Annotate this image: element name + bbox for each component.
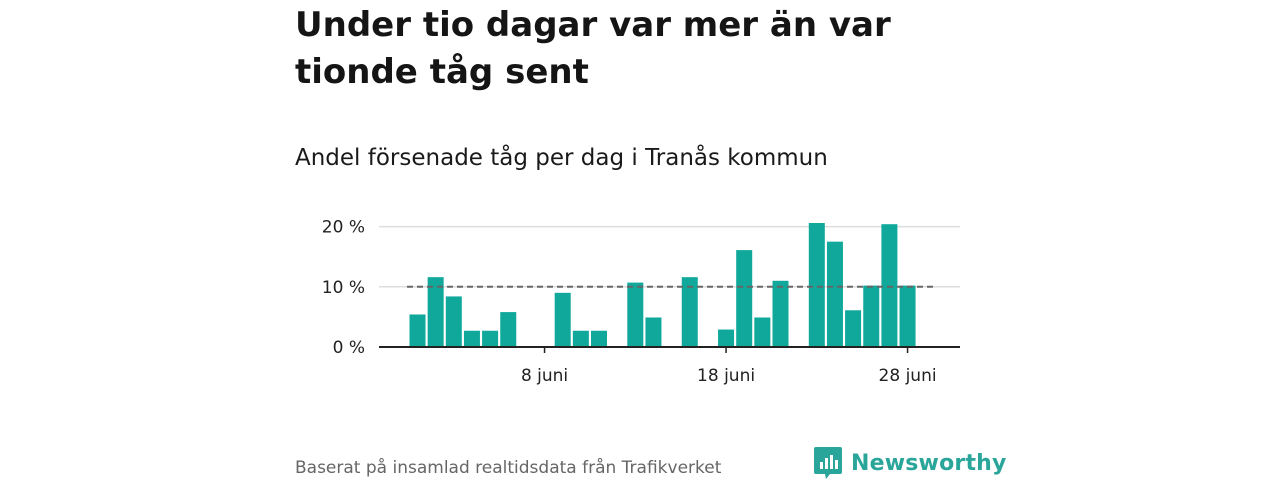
x-tick-label: 8 juni — [521, 366, 568, 386]
chart-subtitle: Andel försenade tåg per dag i Tranås kom… — [295, 145, 828, 171]
bar — [736, 250, 753, 347]
bar — [826, 241, 843, 347]
bar — [863, 285, 880, 347]
bars — [409, 223, 916, 347]
x-tick-label: 18 juni — [697, 366, 755, 386]
bar — [445, 296, 462, 347]
source-note: Baserat på insamlad realtidsdata från Tr… — [295, 458, 722, 478]
bar — [463, 330, 480, 347]
bar — [718, 329, 735, 347]
grid-lines — [379, 225, 960, 288]
bar — [772, 280, 789, 347]
y-tick-label: 0 % — [333, 338, 365, 358]
bar — [845, 310, 862, 347]
bar-chart: 0 % 10 % 20 % 8 juni 18 juni 28 juni — [322, 218, 960, 386]
bar — [409, 314, 426, 347]
bar — [500, 312, 517, 347]
bar — [808, 223, 825, 347]
brand-name: Newsworthy — [851, 450, 1007, 476]
bar — [627, 282, 644, 347]
bar — [427, 277, 444, 347]
newsworthy-logo-icon — [814, 447, 842, 479]
bar — [572, 330, 589, 347]
x-tick-label: 28 juni — [879, 366, 937, 386]
bar — [881, 224, 898, 347]
y-axis-ticks: 0 % 10 % 20 % — [322, 218, 365, 358]
bar — [681, 277, 698, 347]
x-axis-ticks: 8 juni 18 juni 28 juni — [521, 347, 937, 386]
bar — [754, 317, 771, 347]
bar — [645, 317, 662, 347]
y-tick-label: 20 % — [322, 218, 365, 238]
chart-card: Under tio dagar var mer än var tionde tå… — [295, 0, 1006, 480]
bar — [591, 330, 607, 347]
y-tick-label: 10 % — [322, 278, 365, 298]
newsworthy-logo: Newsworthy — [813, 446, 1007, 480]
bar — [899, 285, 916, 347]
bar — [554, 292, 571, 347]
chart-title: Under tio dagar var mer än var tionde tå… — [295, 5, 891, 92]
bar — [482, 330, 499, 347]
